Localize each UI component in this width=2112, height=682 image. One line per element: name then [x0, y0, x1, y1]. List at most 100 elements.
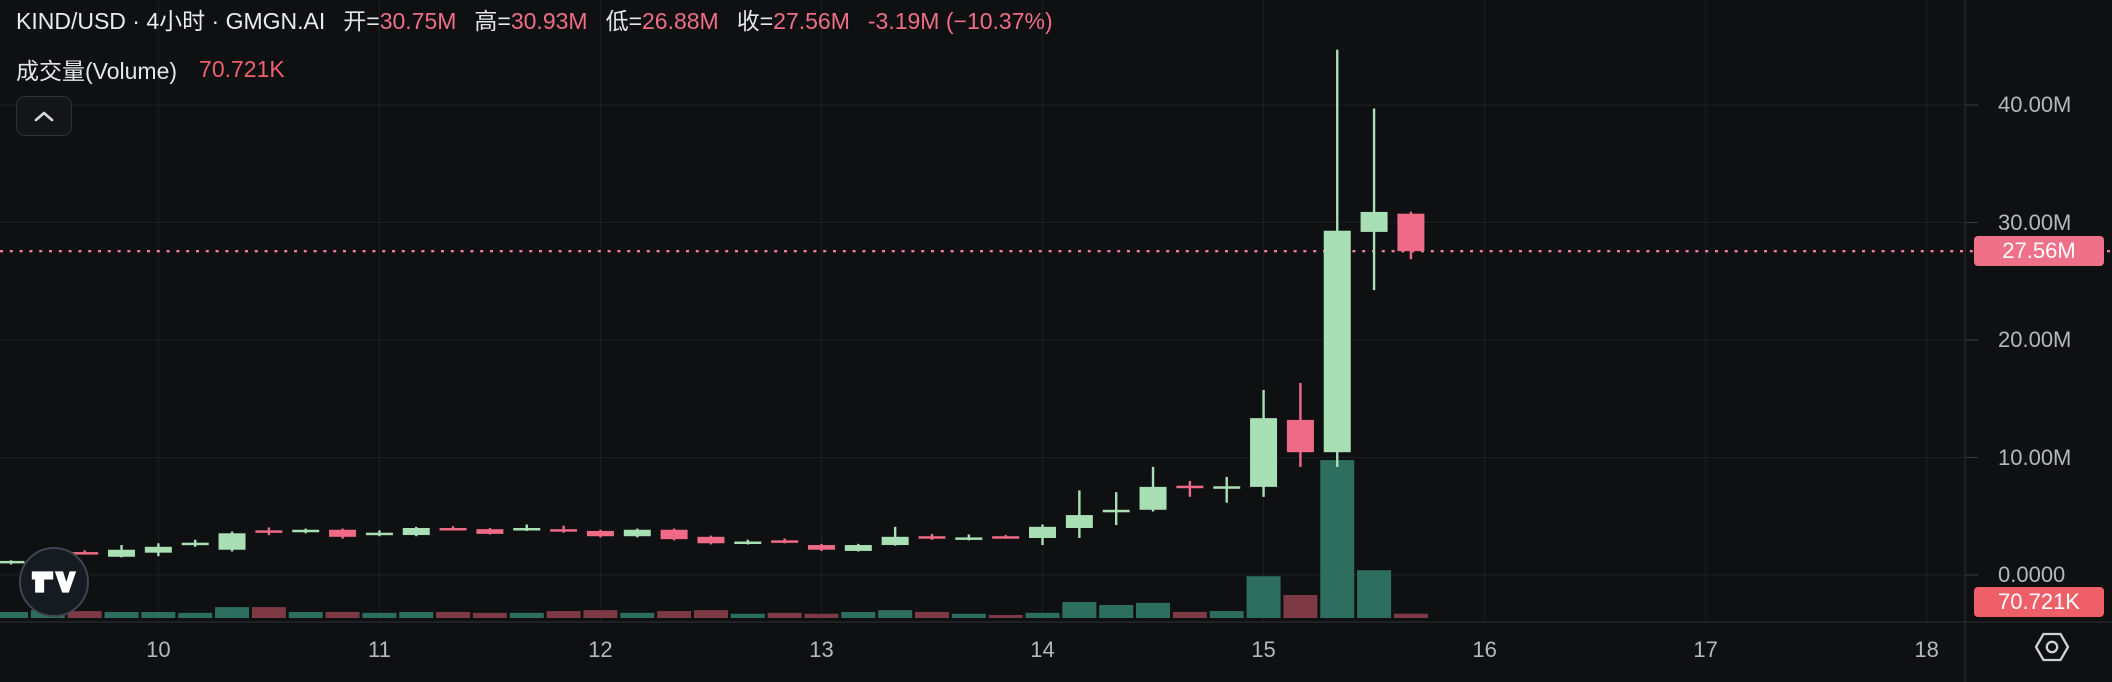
volume-bar [1357, 570, 1392, 618]
volume-bar [141, 611, 176, 618]
time-axis-label: 18 [1914, 637, 1939, 662]
candle-body [1065, 515, 1093, 528]
volume-bar [288, 611, 323, 618]
candle-body [550, 529, 578, 532]
volume-bar [362, 612, 397, 618]
volume-bar [583, 610, 618, 618]
candle-body [1323, 230, 1351, 453]
close-value: 27.56M [773, 8, 850, 34]
price-axis-label: 30.00M [1998, 209, 2072, 235]
volume-bar [693, 610, 728, 618]
high-field: 高= 30.93M [474, 6, 587, 36]
candle-body [771, 540, 799, 543]
candle-body [697, 536, 725, 544]
candle-body [881, 536, 909, 546]
volume-bar [1246, 576, 1281, 618]
candle-body [918, 536, 946, 539]
volume-bar [67, 611, 102, 618]
volume-bar [1025, 612, 1060, 618]
candle-body [255, 530, 283, 533]
candle-body [1397, 213, 1425, 252]
volume-bar [436, 611, 471, 618]
volume-bar [251, 607, 286, 618]
chevron-up-icon [32, 109, 56, 123]
volume-bar [178, 612, 213, 618]
candle-body [1176, 485, 1204, 489]
candle-body [1250, 418, 1278, 487]
candle-body [365, 532, 393, 536]
candle-body [71, 552, 99, 555]
volume-bar [620, 612, 655, 618]
candle-body [1139, 486, 1167, 510]
collapse-indicator-button[interactable] [16, 96, 72, 136]
volume-bar [767, 612, 802, 618]
candle-body [144, 546, 172, 553]
candle-body [181, 542, 209, 546]
volume-row: 成交量(Volume) 70.721K [16, 52, 1053, 86]
candle-body [1102, 509, 1130, 513]
time-axis-label: 15 [1251, 637, 1276, 662]
candle-body [1213, 486, 1241, 489]
volume-bar [1209, 611, 1244, 618]
price-axis[interactable]: 40.00M 30.00M 20.00M 10.00M 0.0000 [1965, 0, 2112, 682]
high-label: 高= [474, 8, 511, 34]
tradingview-mark-icon [31, 570, 77, 594]
volume-bar [878, 610, 913, 618]
low-value: 26.88M [642, 8, 719, 34]
volume-bar [104, 611, 139, 618]
close-field: 收= 27.56M [737, 6, 850, 36]
volume-label: 成交量(Volume) [16, 58, 178, 84]
time-axis-label: 13 [809, 637, 834, 662]
candle-body [992, 536, 1020, 539]
candle-body [402, 528, 430, 536]
volume-bar [951, 613, 986, 618]
change-value: -3.19M (−10.37%) [867, 8, 1053, 34]
price-axis-label: 20.00M [1998, 327, 2072, 352]
high-value: 30.93M [510, 8, 588, 34]
candle-body [1029, 526, 1057, 538]
price-axis-label: 0.0000 [1998, 562, 2066, 587]
volume-bar [1062, 601, 1097, 618]
last-volume-badge: 70.721K [1974, 586, 2104, 617]
volume-bar [1283, 595, 1318, 618]
time-axis-label: 10 [146, 637, 171, 662]
volume-bar [0, 611, 28, 618]
volume-bar [1136, 602, 1171, 618]
candle-body [218, 533, 246, 550]
candle-body [660, 529, 688, 540]
candle-body [586, 530, 614, 537]
price-axis-label: 40.00M [1998, 92, 2072, 117]
volume-bar [1172, 611, 1207, 618]
volume-bar [730, 613, 765, 618]
candle-body [844, 545, 872, 551]
volume-bar [509, 612, 544, 618]
volume-bar [657, 611, 692, 618]
candle-body [955, 537, 983, 540]
time-axis-label: 14 [1030, 637, 1055, 662]
candle-body [734, 541, 762, 545]
candle-body [108, 549, 136, 557]
candle-body [623, 529, 651, 537]
volume-bar [215, 607, 250, 618]
volume-bar [472, 612, 507, 618]
low-field: 低= 26.88M [606, 6, 719, 36]
volume-bar [1099, 604, 1134, 618]
candle-body [476, 529, 504, 534]
open-value: 30.75M [379, 8, 457, 34]
volume-bar [804, 613, 839, 618]
price-axis-label: 10.00M [1998, 444, 2072, 470]
tradingview-logo[interactable] [19, 547, 89, 617]
settings-icon[interactable] [2033, 629, 2071, 665]
time-axis-label: 11 [367, 637, 391, 662]
candle-body [513, 528, 541, 531]
time-axis[interactable]: 10 11 12 13 14 15 16 17 18 [0, 622, 2112, 682]
ohlc-row: KIND/USD · 4小时 · GMGN.AI 开= 30.75M 高= 30.9… [16, 6, 1053, 36]
open-field: 开= 30.75M [343, 6, 456, 36]
candle-body [329, 529, 357, 537]
low-label: 低= [605, 8, 642, 34]
volume-bar [399, 611, 434, 618]
volume-value: 70.721K [199, 55, 285, 82]
candle-body [292, 529, 320, 533]
